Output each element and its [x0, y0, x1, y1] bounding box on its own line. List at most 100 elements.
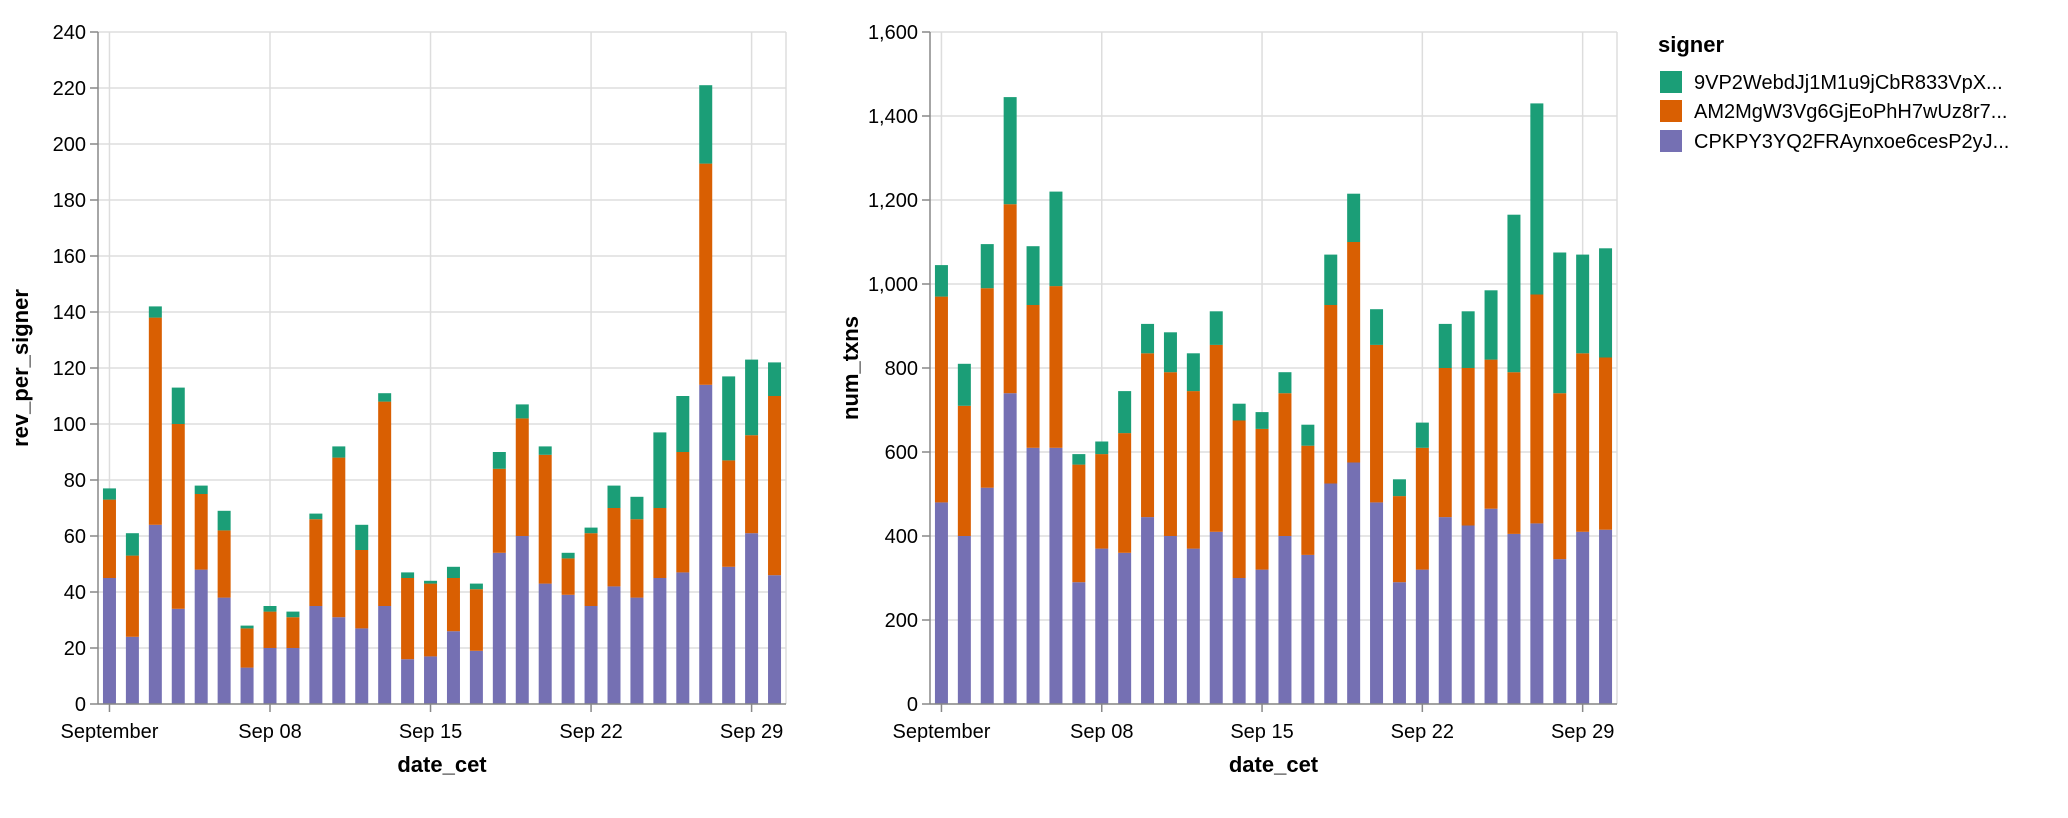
bar-segment[interactable] — [309, 513, 323, 520]
bar-segment[interactable] — [980, 244, 994, 289]
bar-segment[interactable] — [263, 606, 277, 612]
bar-segment[interactable] — [630, 597, 644, 704]
bar-segment[interactable] — [1599, 357, 1613, 530]
bar-segment[interactable] — [1461, 525, 1475, 705]
bar-segment[interactable] — [1484, 359, 1498, 509]
bar-segment[interactable] — [492, 468, 506, 553]
bar-segment[interactable] — [424, 580, 438, 584]
bar-segment[interactable] — [1438, 323, 1452, 368]
bar-segment[interactable] — [1163, 332, 1177, 373]
bar-segment[interactable] — [745, 533, 759, 704]
bar-segment[interactable] — [1141, 517, 1155, 704]
bar-segment[interactable] — [1347, 242, 1361, 463]
bar-segment[interactable] — [1530, 294, 1544, 524]
bar-segment[interactable] — [515, 418, 529, 536]
bar-segment[interactable] — [1484, 290, 1498, 360]
bar-segment[interactable] — [469, 650, 483, 704]
bar-segment[interactable] — [1415, 569, 1429, 704]
bar-segment[interactable] — [171, 608, 185, 704]
bar-segment[interactable] — [1209, 344, 1223, 532]
bar-segment[interactable] — [1576, 531, 1590, 704]
bar-segment[interactable] — [148, 524, 162, 704]
bar-segment[interactable] — [125, 533, 139, 556]
bar-segment[interactable] — [446, 631, 460, 704]
bar-segment[interactable] — [1095, 454, 1109, 549]
bar-segment[interactable] — [584, 527, 598, 534]
bar-segment[interactable] — [263, 648, 277, 704]
bar-segment[interactable] — [401, 659, 415, 704]
bar-segment[interactable] — [1461, 311, 1475, 368]
bar-segment[interactable] — [148, 317, 162, 525]
bar-segment[interactable] — [515, 404, 529, 419]
bar-segment[interactable] — [469, 589, 483, 651]
bar-segment[interactable] — [934, 502, 948, 704]
bar-segment[interactable] — [934, 265, 948, 297]
bar-segment[interactable] — [561, 552, 575, 559]
bar-segment[interactable] — [1232, 578, 1246, 704]
bar-segment[interactable] — [286, 617, 300, 648]
bar-segment[interactable] — [125, 555, 139, 637]
bar-segment[interactable] — [492, 452, 506, 469]
bar-segment[interactable] — [957, 363, 971, 406]
bar-segment[interactable] — [1118, 433, 1132, 553]
bar-segment[interactable] — [1026, 305, 1040, 448]
bar-segment[interactable] — [980, 288, 994, 488]
bar-segment[interactable] — [309, 606, 323, 704]
bar-segment[interactable] — [768, 362, 782, 396]
bar-segment[interactable] — [1163, 536, 1177, 704]
bar-segment[interactable] — [194, 569, 208, 704]
bar-segment[interactable] — [1392, 582, 1406, 704]
bar-segment[interactable] — [148, 306, 162, 318]
bar-segment[interactable] — [1003, 204, 1017, 394]
bar-segment[interactable] — [446, 578, 460, 632]
bar-segment[interactable] — [469, 583, 483, 590]
bar-segment[interactable] — [1209, 531, 1223, 704]
bar-segment[interactable] — [538, 454, 552, 584]
bar-segment[interactable] — [1163, 372, 1177, 536]
bar-segment[interactable] — [584, 533, 598, 606]
bar-segment[interactable] — [1095, 441, 1109, 455]
bar-segment[interactable] — [332, 457, 346, 618]
bar-segment[interactable] — [171, 424, 185, 609]
bar-segment[interactable] — [1278, 372, 1292, 394]
bar-segment[interactable] — [1255, 428, 1269, 570]
bar-segment[interactable] — [676, 396, 690, 452]
bar-segment[interactable] — [538, 446, 552, 455]
bar-segment[interactable] — [1507, 533, 1521, 704]
bar-segment[interactable] — [653, 432, 667, 508]
bar-segment[interactable] — [286, 648, 300, 704]
bar-segment[interactable] — [378, 401, 392, 606]
bar-segment[interactable] — [1347, 462, 1361, 705]
legend-item-signer-3[interactable]: CPKPY3YQ2FRAynxoe6cesP2yJ... — [1660, 130, 2009, 153]
bar-segment[interactable] — [1576, 353, 1590, 532]
bar-segment[interactable] — [1507, 214, 1521, 373]
bar-segment[interactable] — [1553, 252, 1567, 394]
bar-segment[interactable] — [194, 485, 208, 494]
bar-segment[interactable] — [1553, 393, 1567, 560]
bar-segment[interactable] — [699, 384, 713, 704]
bar-segment[interactable] — [217, 510, 231, 531]
bar-segment[interactable] — [1392, 479, 1406, 497]
bar-segment[interactable] — [722, 460, 736, 567]
bar-segment[interactable] — [1324, 305, 1338, 484]
bar-segment[interactable] — [1118, 552, 1132, 704]
bar-segment[interactable] — [1370, 502, 1384, 704]
bar-segment[interactable] — [1301, 445, 1315, 555]
bar-segment[interactable] — [768, 575, 782, 704]
bar-segment[interactable] — [446, 566, 460, 578]
bar-segment[interactable] — [1026, 246, 1040, 305]
bar-segment[interactable] — [424, 583, 438, 657]
bar-segment[interactable] — [263, 611, 277, 648]
bar-segment[interactable] — [332, 617, 346, 704]
bar-segment[interactable] — [957, 536, 971, 704]
bar-segment[interactable] — [1278, 536, 1292, 704]
bar-segment[interactable] — [934, 296, 948, 503]
bar-segment[interactable] — [401, 572, 415, 578]
bar-segment[interactable] — [515, 536, 529, 704]
bar-segment[interactable] — [699, 163, 713, 385]
bar-segment[interactable] — [1141, 323, 1155, 354]
bar-segment[interactable] — [1186, 391, 1200, 549]
bar-segment[interactable] — [1415, 422, 1429, 448]
bar-segment[interactable] — [1049, 191, 1063, 287]
bar-segment[interactable] — [630, 496, 644, 520]
